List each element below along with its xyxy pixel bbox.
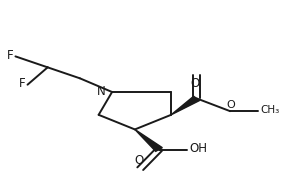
- Polygon shape: [171, 96, 200, 115]
- Text: O: O: [226, 100, 235, 110]
- Text: O: O: [191, 77, 200, 90]
- Text: O: O: [134, 153, 144, 167]
- Text: F: F: [19, 77, 25, 90]
- Text: F: F: [7, 49, 13, 62]
- Text: N: N: [97, 85, 105, 98]
- Text: OH: OH: [189, 142, 207, 155]
- Text: CH₃: CH₃: [261, 105, 280, 115]
- Polygon shape: [135, 129, 162, 151]
